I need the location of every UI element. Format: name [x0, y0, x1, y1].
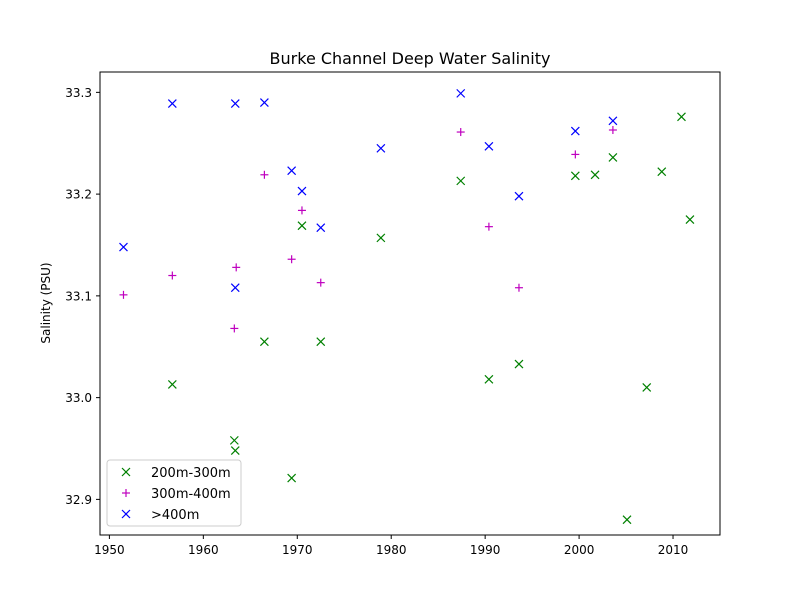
y-axis-ticks: 32.9 33.0 33.1 33.2 33.3	[65, 86, 100, 507]
legend-label: 300m-400m	[151, 487, 231, 502]
x-tick-label: 1980	[376, 543, 407, 557]
y-tick-label: 33.3	[65, 86, 92, 100]
data-point	[608, 126, 617, 135]
legend-marker	[121, 509, 131, 519]
series-3-points	[119, 88, 618, 293]
data-point	[297, 206, 306, 215]
legend-label: >400m	[151, 508, 199, 523]
data-point	[484, 222, 493, 231]
data-point	[230, 446, 240, 455]
data-point	[456, 88, 466, 98]
data-point	[571, 150, 580, 159]
data-point	[167, 99, 177, 108]
data-point	[287, 166, 297, 176]
data-point	[316, 337, 326, 347]
axes-frame	[99, 71, 721, 536]
data-point	[287, 473, 297, 483]
y-axis-label: Salinity (PSU)	[39, 262, 53, 343]
legend: 200m-300m 300m-400m >400m	[106, 459, 242, 527]
data-point	[287, 255, 296, 264]
y-tick-label: 33.1	[65, 289, 92, 303]
chart-title: Burke Channel Deep Water Salinity	[270, 49, 551, 68]
data-point	[230, 324, 239, 333]
series-2-points	[119, 126, 617, 333]
data-point	[259, 98, 269, 107]
data-point	[316, 223, 326, 233]
data-point	[259, 337, 269, 347]
data-point	[484, 374, 494, 384]
data-point	[484, 141, 494, 151]
data-point	[514, 191, 524, 201]
data-point	[167, 379, 177, 389]
legend-marker	[122, 489, 130, 497]
y-tick-label: 33.0	[65, 391, 92, 405]
data-point	[456, 176, 466, 186]
data-point	[456, 128, 465, 137]
data-point	[297, 221, 307, 231]
legend-box	[106, 459, 242, 527]
data-point	[677, 112, 686, 122]
data-point	[570, 171, 580, 181]
plot-area: 1950 1960 1970 1980 1990 2000 2010 32.9 33.0 33.…	[65, 71, 721, 557]
data-point	[685, 215, 695, 224]
y-tick-label: 32.9	[65, 493, 92, 507]
data-point	[608, 116, 618, 126]
data-point	[229, 435, 239, 445]
data-point	[590, 170, 600, 180]
data-marks	[119, 88, 695, 525]
data-point	[514, 359, 524, 369]
data-point	[570, 126, 580, 136]
data-point	[230, 283, 240, 293]
data-point	[119, 290, 128, 299]
x-tick-label: 2010	[658, 543, 689, 557]
data-point	[297, 186, 307, 196]
data-point	[608, 153, 618, 162]
legend-marker	[121, 467, 131, 477]
data-point	[232, 263, 241, 272]
x-tick-label: 1960	[188, 543, 219, 557]
x-tick-label: 1990	[470, 543, 501, 557]
data-point	[376, 143, 386, 153]
data-point	[622, 515, 632, 525]
y-tick-label: 33.2	[65, 188, 92, 202]
data-point	[514, 283, 523, 292]
data-point	[230, 99, 240, 108]
x-tick-label: 1950	[94, 543, 125, 557]
x-axis-ticks: 1950 1960 1970 1980 1990 2000 2010	[94, 535, 688, 557]
data-point	[168, 271, 177, 280]
data-point	[376, 233, 386, 243]
data-point	[119, 242, 128, 252]
data-point	[642, 383, 652, 392]
data-point	[260, 170, 269, 179]
data-point	[657, 167, 667, 177]
data-point	[316, 278, 325, 287]
x-tick-label: 2000	[564, 543, 595, 557]
legend-label: 200m-300m	[151, 466, 231, 481]
x-tick-label: 1970	[282, 543, 313, 557]
series-1-points	[167, 112, 695, 525]
